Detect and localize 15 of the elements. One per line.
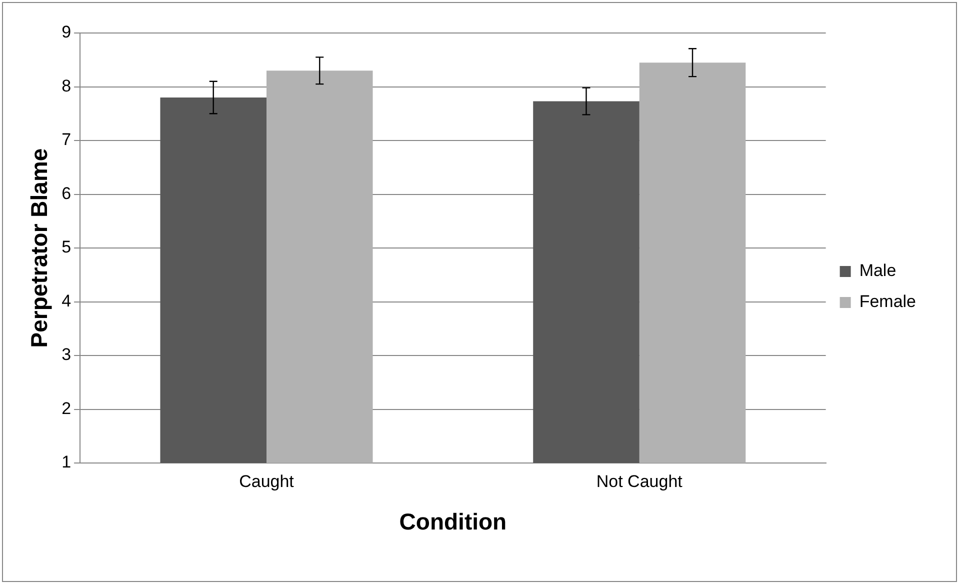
y-tick-label: 4 — [62, 291, 72, 310]
y-axis-title: Perpetrator Blame — [26, 148, 52, 348]
x-tick-label: Not Caught — [596, 472, 683, 491]
y-tick-label: 3 — [62, 345, 72, 364]
y-tick-label: 6 — [62, 184, 72, 203]
x-axis-title: Condition — [399, 508, 507, 535]
legend-label: Female — [859, 292, 916, 312]
y-tick-label: 9 — [62, 22, 72, 42]
y-tick-label: 5 — [62, 238, 72, 257]
legend-label: Male — [859, 261, 896, 280]
y-tick-label: 2 — [62, 398, 72, 418]
y-tick-label: 8 — [62, 76, 72, 96]
y-tick-label: 7 — [62, 130, 72, 150]
y-tick-label: 1 — [62, 452, 72, 472]
x-tick-label: Caught — [239, 472, 294, 491]
